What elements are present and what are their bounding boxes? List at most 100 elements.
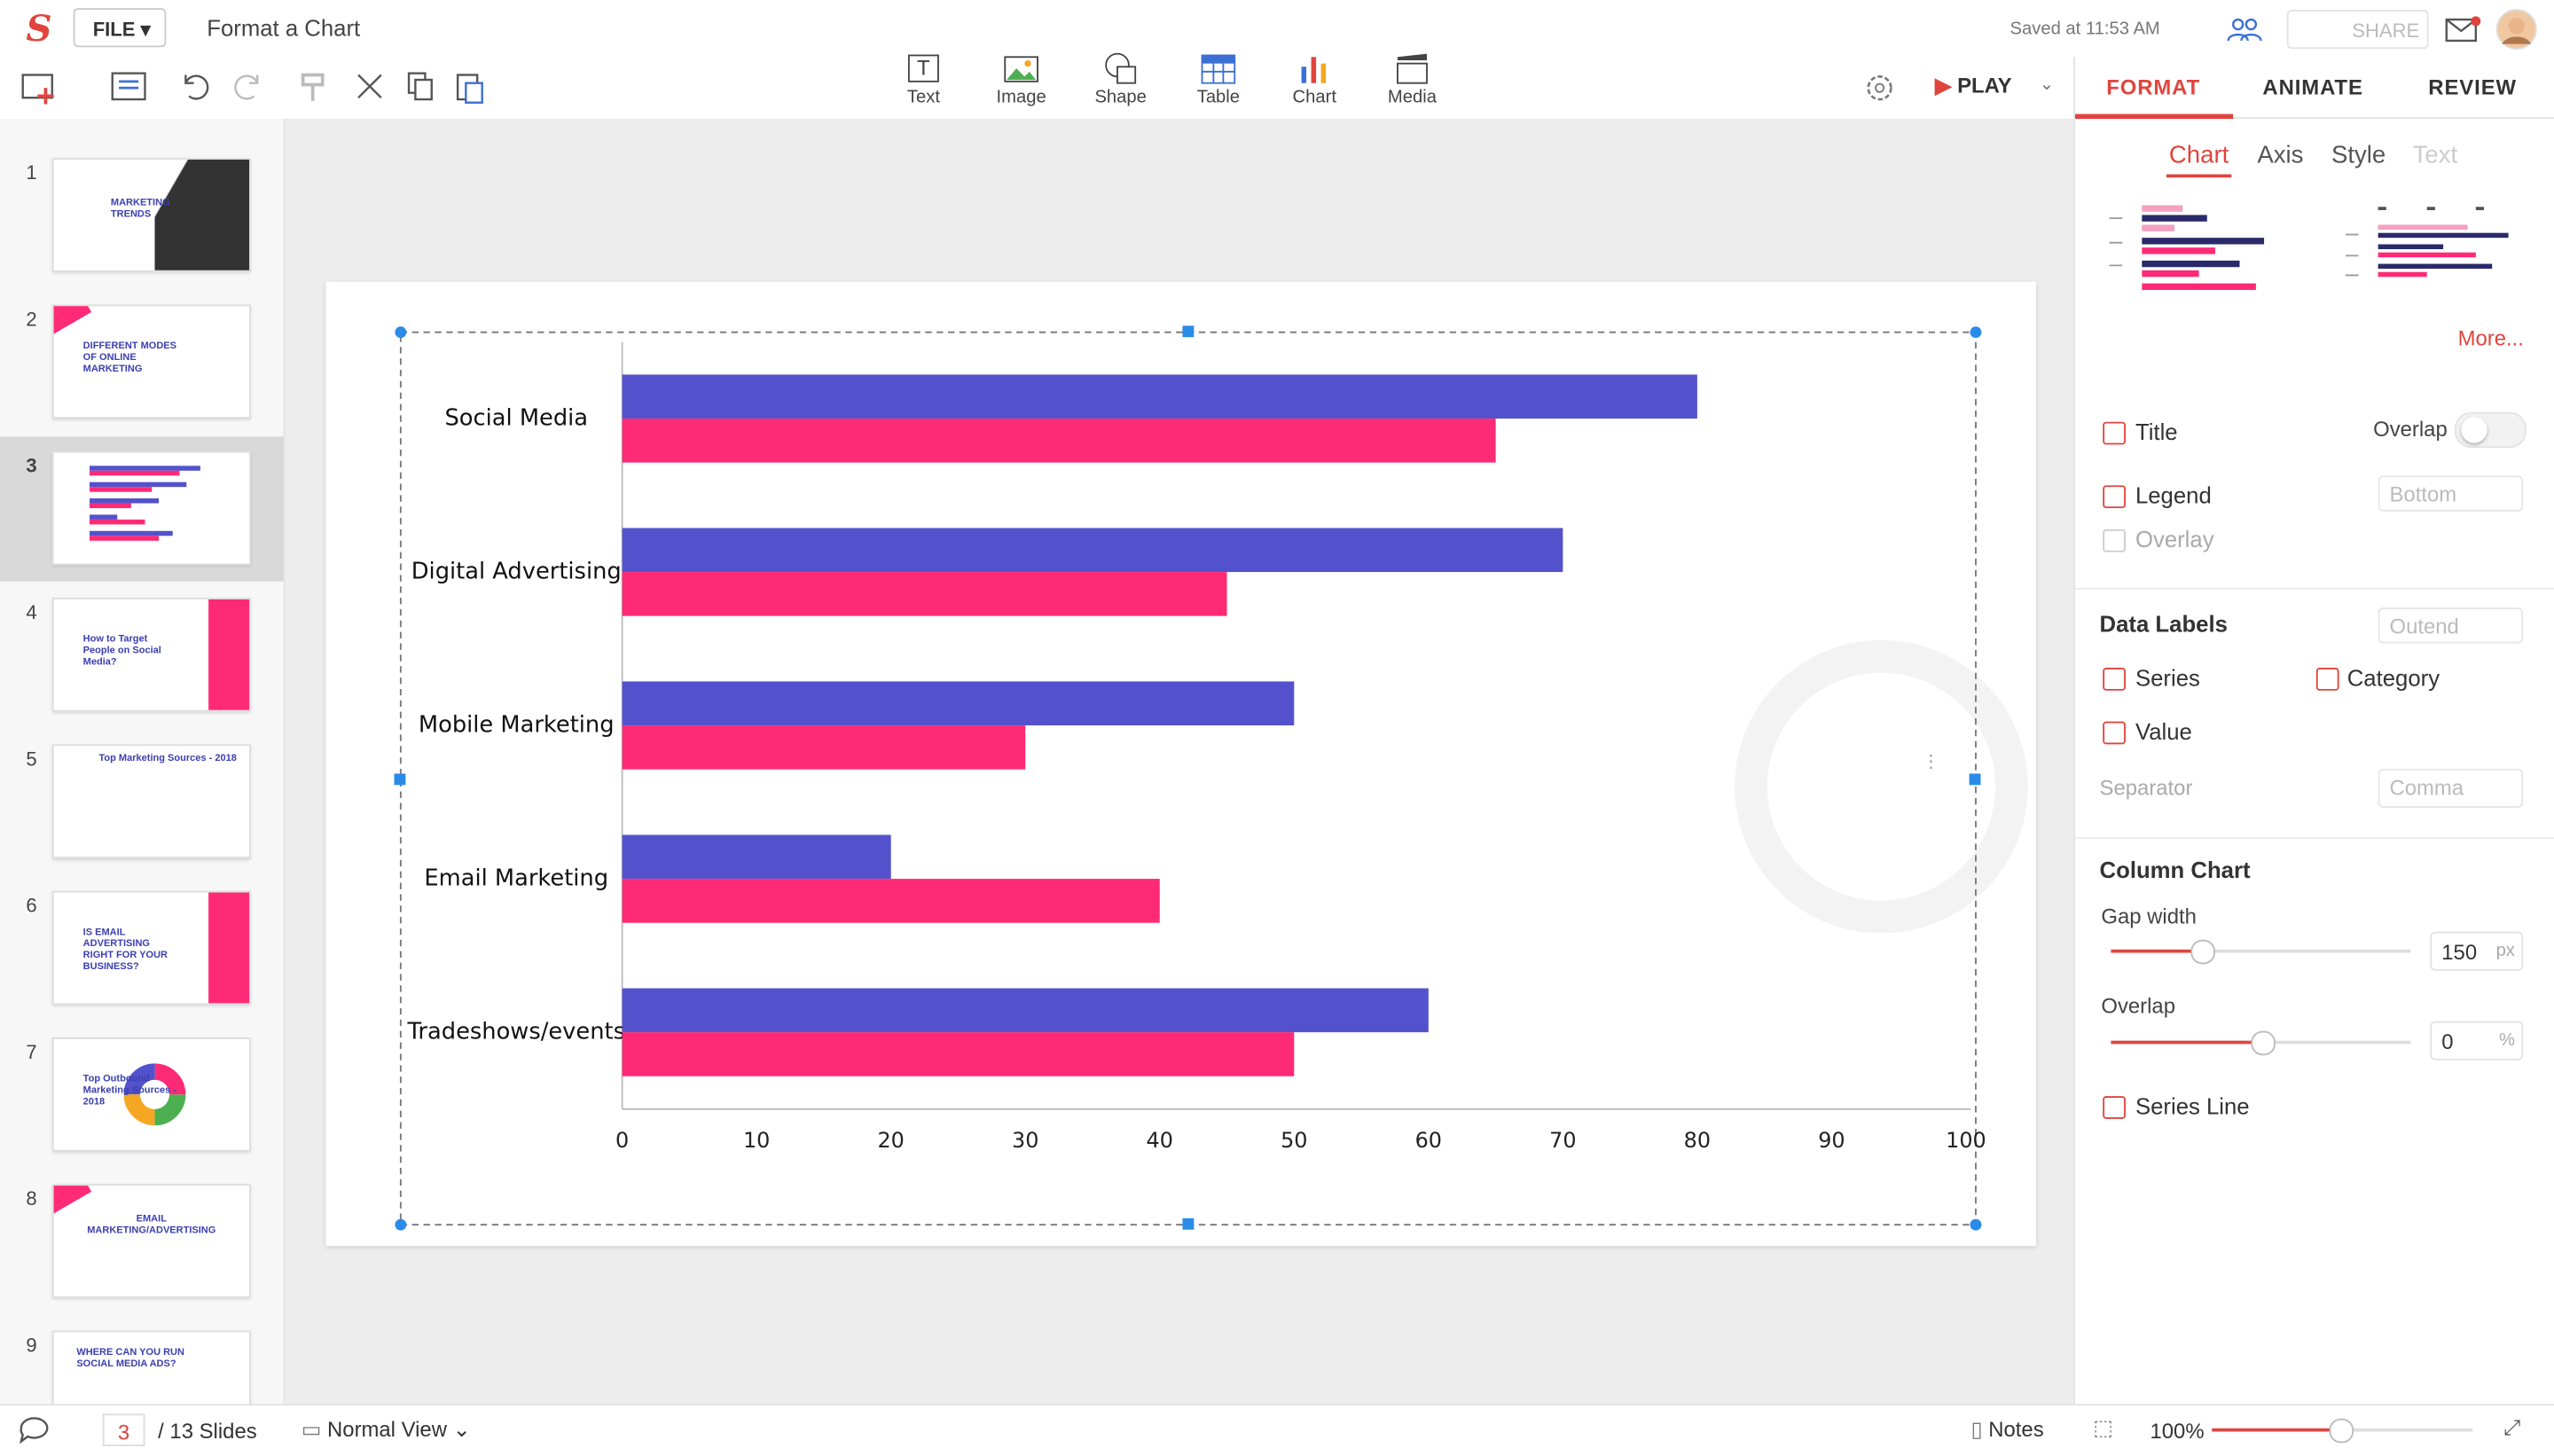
value-checkbox[interactable] (2103, 721, 2126, 745)
slide-thumbnail[interactable] (51, 450, 251, 566)
data-labels-position[interactable]: Outend (2378, 607, 2524, 644)
insert-icon[interactable] (1295, 51, 1334, 86)
file-menu[interactable]: FILE ▾ (73, 8, 167, 48)
divider (2075, 837, 2554, 839)
overlap-input[interactable]: 0% (2430, 1021, 2524, 1061)
x-tick-label: 20 (878, 1128, 905, 1153)
slide-number-input[interactable]: 3 (102, 1413, 145, 1447)
category-checkbox[interactable] (2315, 668, 2339, 691)
divider (2075, 117, 2554, 120)
selection-handles[interactable] (394, 325, 1982, 1231)
insert-label[interactable]: Table (1196, 88, 1241, 108)
insert-icon[interactable] (1392, 51, 1431, 86)
mail-icon[interactable] (2445, 16, 2481, 43)
copy[interactable] (407, 72, 433, 101)
slide-number: 9 (26, 1334, 37, 1358)
avatar[interactable] (2495, 8, 2538, 51)
insert-label[interactable]: Media (1387, 88, 1437, 108)
legend-position-value: Bottom (2389, 481, 2457, 507)
overlap-knob[interactable] (2251, 1030, 2276, 1056)
sub-tab[interactable]: Text (2412, 141, 2458, 170)
format-painter[interactable] (301, 73, 325, 101)
insert-icon[interactable] (1101, 51, 1140, 86)
gap-width-label: Gap width (2101, 904, 2197, 928)
insert-icon[interactable] (1199, 51, 1238, 86)
preset-2[interactable] (2345, 207, 2509, 278)
overlay-checkbox[interactable] (2103, 528, 2126, 552)
sub-tab[interactable]: Style (2331, 141, 2386, 170)
overlap-label: Overlap (2101, 993, 2176, 1018)
separator-select[interactable]: Comma (2378, 768, 2524, 809)
slide-thumbnail[interactable]: Top Marketing Sources - 2018 (51, 744, 251, 858)
resize-handle[interactable]: ⋮ (1922, 752, 1940, 772)
slide-thumbnail[interactable]: MARKETING TRENDS (51, 158, 251, 272)
panel-tab[interactable]: FORMAT (2106, 74, 2201, 100)
x-tick-label: 80 (1684, 1128, 1711, 1153)
logo[interactable]: S (26, 8, 52, 51)
x-tick-label: 50 (1281, 1128, 1307, 1153)
preset-1[interactable] (2109, 205, 2265, 290)
slide-number: 8 (26, 1186, 37, 1210)
slide-number: 2 (26, 308, 37, 331)
collab-icon[interactable] (2225, 16, 2264, 42)
sub-tab[interactable]: Axis (2257, 141, 2304, 170)
insert-label[interactable]: Chart (1292, 88, 1336, 108)
legend-position[interactable]: Bottom (2378, 475, 2524, 512)
gap-width-track (2111, 949, 2411, 953)
layout[interactable] (111, 72, 146, 101)
thumb-title: IS EMAIL ADVERTISING RIGHT FOR YOUR BUSI… (82, 928, 168, 973)
legend-checkbox[interactable] (2103, 485, 2126, 509)
series-checkbox[interactable] (2103, 668, 2126, 691)
slide-thumbnail[interactable]: IS EMAIL ADVERTISING RIGHT FOR YOUR BUSI… (51, 890, 251, 1006)
paste[interactable] (456, 74, 483, 104)
title-checkbox[interactable] (2103, 421, 2126, 445)
thumb-title: Top Marketing Sources - 2018 (98, 754, 237, 764)
fit-icon[interactable]: ⬚ (2093, 1415, 2113, 1440)
thumb-title: DIFFERENT MODES OF ONLINE MARKETING (82, 341, 176, 375)
insert-label[interactable]: Text (906, 88, 940, 108)
insert-label[interactable]: Image (996, 88, 1046, 108)
series-line-checkbox[interactable] (2103, 1096, 2126, 1119)
x-tick-label: 100 (1946, 1128, 1986, 1153)
x-tick-label: 10 (743, 1128, 770, 1153)
new-slide[interactable] (21, 74, 54, 105)
slide-thumbnail[interactable]: How to Target People on Social Media? (51, 598, 251, 712)
more-link[interactable]: More... (2457, 325, 2524, 350)
legend-label: Legend (2135, 481, 2212, 509)
insert-icon[interactable]: T (904, 51, 943, 86)
x-tick-label: 70 (1549, 1128, 1576, 1153)
slide-thumbnail[interactable]: DIFFERENT MODES OF ONLINE MARKETING (51, 304, 251, 419)
view-label: Normal View (327, 1416, 447, 1442)
view-selector[interactable]: ▭ Normal View ⌄ (301, 1416, 471, 1442)
panel-tab[interactable]: ANIMATE (2262, 74, 2363, 100)
play-label: PLAY (1957, 73, 2012, 98)
svg-text:T: T (917, 58, 930, 80)
bar (622, 374, 1697, 419)
redo[interactable] (234, 74, 259, 100)
sub-tab[interactable]: Chart (2168, 141, 2229, 170)
doc-title[interactable]: Format a Chart (207, 14, 361, 41)
settings-icon[interactable] (1865, 74, 1894, 103)
fullscreen-icon[interactable]: ⤢ (2503, 1415, 2521, 1440)
thumb-decor (208, 599, 250, 710)
panel-tab[interactable]: REVIEW (2428, 74, 2518, 100)
undo[interactable] (184, 74, 209, 100)
gap-width-input[interactable]: 150 px (2430, 931, 2524, 971)
gap-width-knob[interactable] (2190, 939, 2215, 965)
gap-width-unit: px (2495, 941, 2515, 961)
comments-icon[interactable] (18, 1415, 51, 1444)
slide-thumbnail[interactable]: EMAIL MARKETING/ADVERTISING (51, 1184, 251, 1298)
share-button[interactable]: SHARE (2286, 10, 2429, 50)
slide-thumbnail[interactable]: Top Outbound Marketing Sources - 2018 (51, 1037, 251, 1152)
play-dropdown[interactable]: ⌄ (2039, 74, 2055, 95)
cut[interactable] (357, 74, 382, 99)
notes-button[interactable]: ▯ Notes (1970, 1416, 2044, 1442)
play-button[interactable]: ▶ PLAY (1935, 73, 2012, 98)
insert-icon[interactable] (1002, 51, 1041, 86)
overlap-toggle[interactable] (2454, 411, 2527, 449)
zoom-knob[interactable] (2329, 1418, 2354, 1444)
insert-label[interactable]: Shape (1094, 88, 1147, 108)
y-tick-label: Digital Advertising (411, 559, 622, 585)
